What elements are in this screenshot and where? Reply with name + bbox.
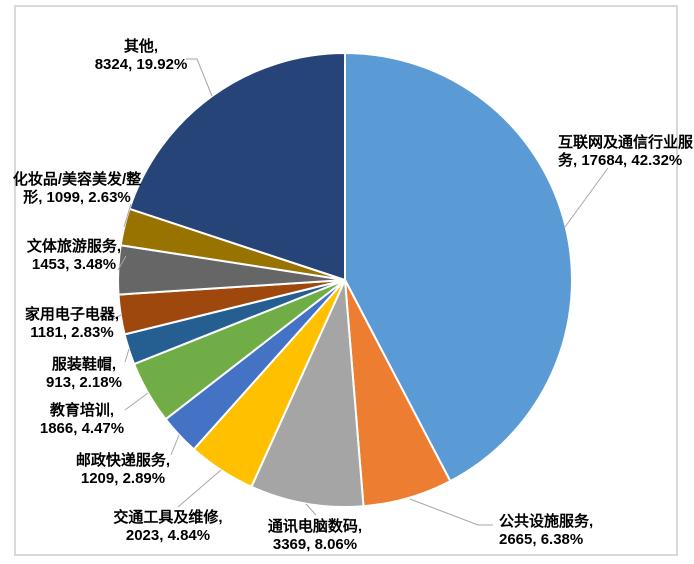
pie-slice-2 <box>250 279 365 508</box>
leader-line-6 <box>124 348 130 363</box>
leader-line-3 <box>177 469 222 508</box>
leader-line-10 <box>186 58 213 97</box>
leader-line-7 <box>112 314 122 320</box>
leader-line-8 <box>117 255 127 271</box>
leader-line-5 <box>124 392 149 411</box>
leader-line-1 <box>409 498 493 526</box>
pie-slice-10 <box>128 52 346 281</box>
leader-line-0 <box>564 167 609 228</box>
leader-line-4 <box>170 434 180 456</box>
leader-line-9 <box>123 203 132 228</box>
leader-line-2 <box>305 503 317 516</box>
